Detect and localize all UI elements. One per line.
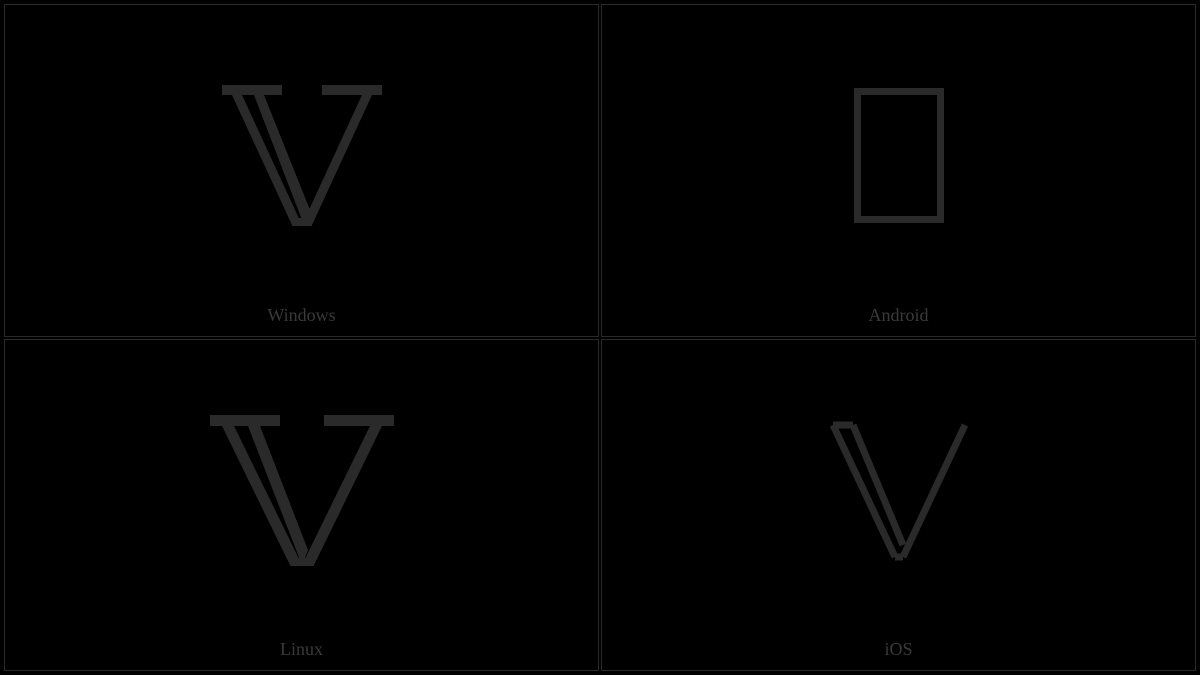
double-struck-v-icon xyxy=(212,80,392,230)
double-struck-v-icon xyxy=(819,415,979,565)
glyph-container-windows xyxy=(5,5,598,336)
panel-windows: Windows xyxy=(4,4,599,337)
panel-ios: iOS xyxy=(601,339,1196,672)
panel-label-android: Android xyxy=(602,305,1195,326)
panel-label-ios: iOS xyxy=(602,639,1195,660)
glyph-container-linux xyxy=(5,340,598,671)
missing-glyph-icon xyxy=(854,88,944,223)
panel-android: Android xyxy=(601,4,1196,337)
panel-linux: Linux xyxy=(4,339,599,672)
double-struck-v-icon xyxy=(202,410,402,570)
panel-label-windows: Windows xyxy=(5,305,598,326)
panel-label-linux: Linux xyxy=(5,639,598,660)
glyph-container-android xyxy=(602,5,1195,336)
glyph-container-ios xyxy=(602,340,1195,671)
